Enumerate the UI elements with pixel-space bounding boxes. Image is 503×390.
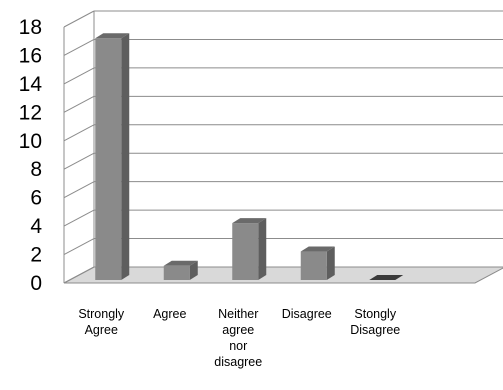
x-tick-label-line: Agree <box>85 323 118 337</box>
bar-top <box>232 218 267 224</box>
bar-side <box>326 246 335 280</box>
chart-floor <box>63 266 503 284</box>
gridline-depth <box>63 152 95 170</box>
y-tick-label: 4 <box>30 215 42 238</box>
axis-layer <box>63 11 95 283</box>
bar-top <box>300 246 335 252</box>
y-tick-label: 12 <box>19 101 42 124</box>
y-tick-label: 6 <box>30 187 42 210</box>
bar-side <box>121 33 130 280</box>
gridline-depth <box>63 10 95 28</box>
x-tick-label-line: Disagree <box>350 323 400 337</box>
x-tick-label-line: nor <box>229 339 247 353</box>
bar-front <box>163 265 190 280</box>
y-tick-label: 18 <box>19 16 42 39</box>
gridline-depth <box>63 266 95 284</box>
x-tick-label-line: disagree <box>214 355 262 369</box>
y-tick-label: 10 <box>19 130 42 153</box>
gridline-depth <box>63 39 95 56</box>
x-tick-label: Stongly Disagree <box>350 307 400 337</box>
bar-side <box>189 260 198 280</box>
bar-front <box>300 251 327 280</box>
y-tick-label: 2 <box>30 244 42 267</box>
y-tick-label: 14 <box>19 73 43 96</box>
bar-front <box>95 38 122 280</box>
y-tick-label: 0 <box>30 272 42 295</box>
bar-layer <box>95 33 404 280</box>
bar <box>163 260 198 280</box>
bar-front <box>232 223 259 280</box>
x-tick-label: Neither agree nor disagree <box>214 307 262 369</box>
bar-top <box>369 275 404 280</box>
x-tick-label-line: Agree <box>153 307 186 321</box>
bar <box>369 275 404 280</box>
grid-layer <box>63 10 503 284</box>
gridline-depth <box>63 124 95 142</box>
x-tick-label-line: Disagree <box>282 307 332 321</box>
bar <box>232 218 267 280</box>
gridline-depth <box>63 181 95 199</box>
x-tick-label: Strongly Agree <box>78 307 125 337</box>
x-tick-label-line: Stongly <box>354 307 396 321</box>
gridline-depth <box>63 67 95 85</box>
x-tick-label-line: Neither <box>218 307 258 321</box>
x-tick-label: Agree <box>153 307 186 321</box>
y-tick-label: 8 <box>30 158 42 181</box>
gridline-depth <box>63 209 95 227</box>
bar <box>95 33 130 280</box>
x-tick-label-line: agree <box>222 323 254 337</box>
gridline-depth <box>63 238 95 255</box>
bar-side <box>258 218 267 280</box>
x-tick-label: Disagree <box>282 307 332 321</box>
label-layer: 0 2 4 6 8 10 12 14 16 18 Strongly Agree Agree Neither… <box>19 16 401 369</box>
gridline-depth <box>63 95 95 113</box>
bar-top <box>163 260 198 266</box>
y-tick-label: 16 <box>19 44 42 67</box>
bar <box>300 246 335 280</box>
bar-top <box>95 33 130 39</box>
x-tick-label-line: Strongly <box>78 307 125 321</box>
